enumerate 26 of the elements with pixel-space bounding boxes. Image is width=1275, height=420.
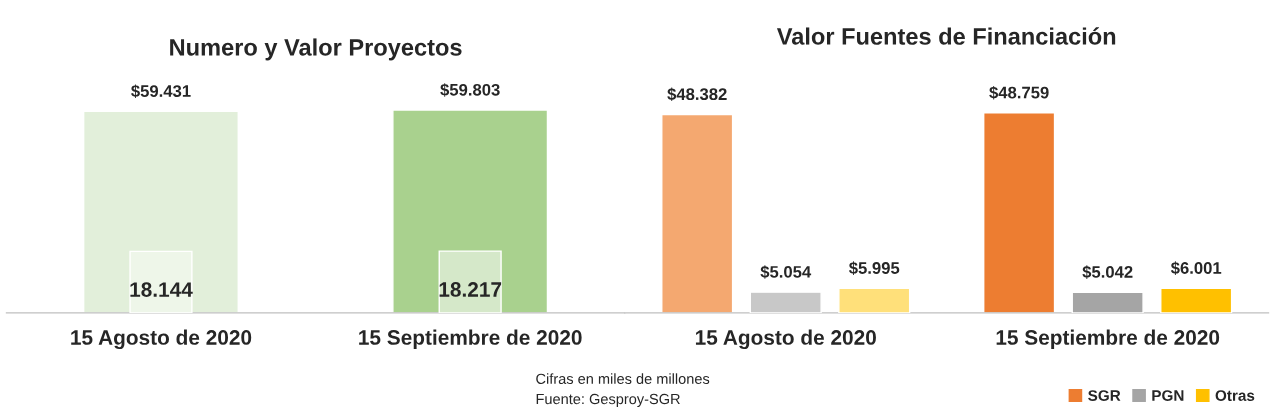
data-label: $5.995 xyxy=(848,261,900,275)
data-label: $48.382 xyxy=(667,87,727,102)
data-label: 18.144 xyxy=(130,282,193,297)
chart-title: Numero y Valor Proyectos xyxy=(170,38,462,61)
legend-label: SGR xyxy=(1088,390,1121,401)
text: Cifras en miles de millones xyxy=(536,373,710,385)
x-tick-label: 15 Agosto de 2020 xyxy=(71,329,252,350)
legend-label: PGN xyxy=(1152,390,1184,401)
bar xyxy=(1071,291,1144,313)
x-tick-label: 15 Septiembre de 2020 xyxy=(996,329,1220,349)
source-note: Fuente: Gesproy-SGR xyxy=(536,393,680,408)
data-label: $59.431 xyxy=(131,84,191,99)
legend-label: Otras xyxy=(1215,390,1255,401)
bar xyxy=(661,113,734,313)
bar xyxy=(983,112,1056,313)
bar xyxy=(838,287,911,313)
data-label: $59.803 xyxy=(440,83,500,97)
bar xyxy=(1160,287,1233,313)
data-label: $5.054 xyxy=(760,265,812,279)
data-label: $5.042 xyxy=(1082,265,1133,279)
data-label: $48.759 xyxy=(989,85,1049,100)
data-label: $6.001 xyxy=(1170,261,1222,275)
data-label: 18.217 xyxy=(439,282,502,297)
x-tick-label: 15 Agosto de 2020 xyxy=(695,329,876,350)
chart-title: Valor Fuentes de Financiación xyxy=(776,27,1116,45)
x-tick-label: 15 Septiembre de 2020 xyxy=(359,329,582,349)
